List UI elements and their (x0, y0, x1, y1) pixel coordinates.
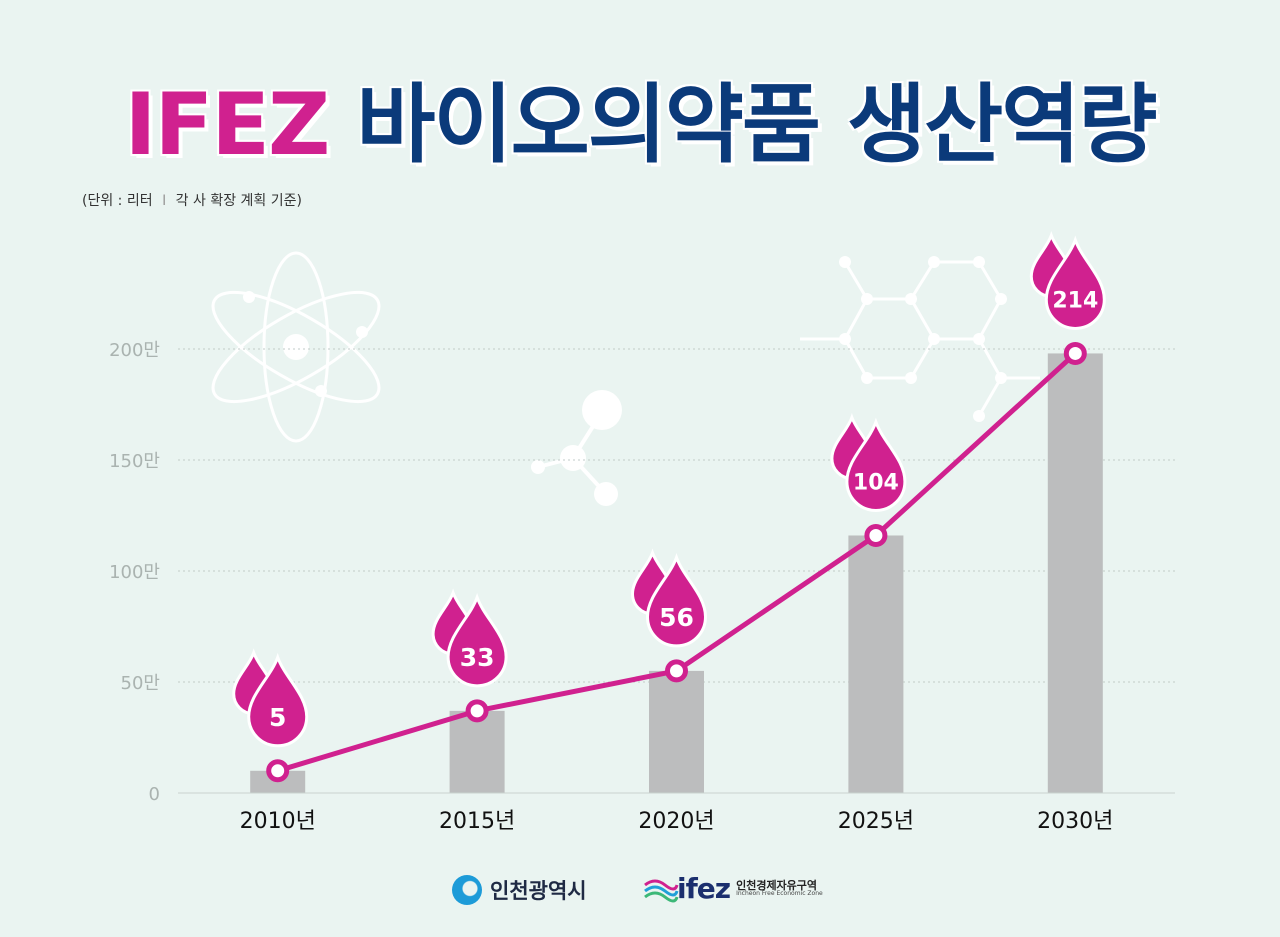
x-tick-label: 2015년 (439, 809, 515, 834)
incheon-logo: 인천광역시 (452, 875, 587, 905)
line-point (266, 759, 290, 783)
x-tick-label: 2020년 (638, 809, 714, 834)
bar (449, 710, 505, 793)
droplet-label: 5 (232, 648, 309, 748)
x-tick-label: 2010년 (240, 809, 316, 834)
large-droplet-icon (1044, 235, 1106, 330)
y-axis-labels: 0 50만 100만 150만 200만 (109, 340, 160, 805)
ifez-wave-icon (644, 879, 679, 902)
ifez-logo-text: ifez (677, 872, 731, 905)
data-label: 56 (659, 603, 694, 632)
y-tick-label: 0 (149, 784, 160, 805)
y-tick-label: 50만 (121, 673, 160, 694)
trend-line (266, 341, 1087, 783)
data-label: 214 (1052, 288, 1098, 313)
bar (649, 670, 704, 793)
ifez-logo: ifez 인천경제자유구역 Incheon Free Economic Zone (643, 872, 823, 905)
bar (848, 535, 904, 793)
large-droplet-icon (645, 552, 708, 648)
incheon-emblem-icon (452, 875, 482, 905)
y-tick-label: 100만 (109, 562, 160, 583)
x-tick-label: 2025년 (838, 809, 914, 834)
line-point (465, 699, 489, 723)
basis-note: 각 사 확장 계획 기준) (175, 193, 302, 209)
bar (1047, 353, 1103, 793)
droplet-label: 214 (1029, 230, 1106, 330)
chart-title: IFEZ 바이오의약품 생산역량 (0, 78, 1280, 173)
large-droplet-icon (845, 417, 907, 512)
x-tick-label: 2030년 (1037, 809, 1113, 834)
y-tick-label: 200만 (109, 340, 160, 361)
incheon-logo-text: 인천광역시 (490, 879, 587, 903)
title-ifez: IFEZ (124, 75, 331, 175)
data-labels: 5 33 56 104 214 (232, 230, 1106, 748)
hexagon-network-icon (800, 256, 1040, 422)
droplet-label: 56 (630, 548, 708, 648)
data-label: 5 (269, 703, 286, 732)
data-label: 33 (460, 643, 495, 672)
unit-note: (단위 : 리터 (82, 193, 153, 209)
ifez-korean-name: 인천경제자유구역 (736, 878, 818, 892)
line-point (1063, 341, 1087, 365)
y-tick-label: 150만 (109, 451, 160, 472)
large-droplet-icon (247, 652, 309, 748)
data-label: 104 (853, 470, 899, 495)
x-axis-labels: 2010년 2015년 2020년 2025년 2030년 (240, 809, 1114, 834)
line-point (665, 659, 688, 683)
title-main: 바이오의약품 생산역량 (356, 75, 1157, 175)
droplet-label: 104 (830, 413, 907, 512)
droplet-label: 33 (431, 588, 508, 688)
subtitle-separator: I (162, 193, 167, 209)
chart-subtitle: (단위 : 리터 I 각 사 확장 계획 기준) (82, 190, 302, 210)
ifez-english-name: Incheon Free Economic Zone (736, 890, 823, 898)
molecule-icon (531, 390, 622, 506)
atom-icon (211, 251, 381, 443)
bars (250, 353, 1103, 793)
grid-lines (178, 348, 1175, 683)
large-droplet-icon (446, 592, 508, 688)
footer: 인천광역시 ifez 인천경제자유구역 Incheon Free Economi… (0, 870, 1280, 910)
line-point (864, 523, 888, 547)
